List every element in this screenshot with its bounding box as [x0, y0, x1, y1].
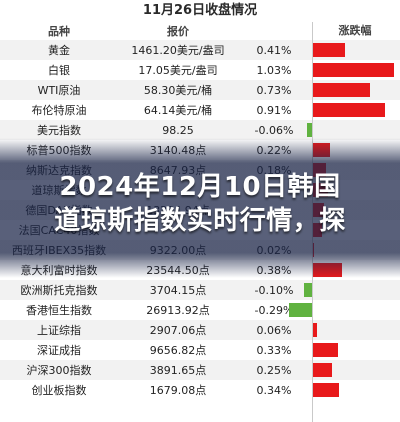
row-name: 深证成指 [37, 344, 81, 357]
row-bar-cell [310, 380, 400, 400]
row-price: 58.30美元/桶 [143, 84, 213, 97]
table-row: 创业板指数 1679.08点 0.34% [0, 380, 400, 400]
row-price: 3704.15点 [149, 284, 207, 297]
header-price: 报价 [167, 25, 189, 38]
row-name: 创业板指数 [31, 384, 87, 397]
header-name: 品种 [48, 25, 70, 38]
row-change: 1.03% [256, 63, 292, 77]
row-change: -0.10% [254, 283, 294, 297]
row-price: 98.25 [162, 123, 194, 137]
row-change: 0.41% [256, 43, 292, 57]
headline-line1: 2024年12月10日韩国 [59, 172, 341, 202]
row-name: WTI原油 [37, 84, 81, 97]
row-price: 9656.82点 [149, 344, 207, 357]
page-title: 11月26日收盘情况 [142, 3, 258, 18]
row-name: 欧洲斯托克指数 [20, 284, 98, 297]
table-header: 品种 报价 涨跌幅 [0, 22, 400, 40]
change-bar [307, 123, 312, 137]
table-row: 香港恒生指数 26913.92点 -0.29% [0, 300, 400, 320]
table-row: 黄金 1461.20美元/盎司 0.41% [0, 40, 400, 60]
row-change: 0.33% [256, 343, 292, 357]
row-price: 1679.08点 [149, 384, 207, 397]
row-bar-cell [307, 120, 400, 140]
table-row: 白银 17.05美元/盎司 1.03% [0, 60, 400, 80]
row-price: 3891.65点 [149, 364, 207, 377]
row-bar-cell [310, 40, 400, 60]
header-bar-label: 涨跌幅 [338, 24, 372, 37]
headline-overlay [0, 138, 400, 278]
change-bar [312, 43, 345, 57]
row-name: 香港恒生指数 [26, 304, 92, 317]
table-row: 上证综指 2907.06点 0.06% [0, 320, 400, 340]
header-bar: 涨跌幅 [310, 22, 400, 40]
row-change: -0.06% [254, 123, 294, 137]
row-change: 0.25% [256, 363, 292, 377]
change-bar [312, 343, 339, 357]
row-change: 0.34% [256, 383, 292, 397]
row-bar-cell [310, 60, 400, 80]
row-name: 黄金 [48, 44, 70, 57]
row-bar-cell [288, 300, 400, 320]
row-price: 64.14美元/桶 [143, 104, 213, 117]
row-bar-cell [310, 100, 400, 120]
change-bar [288, 303, 312, 317]
row-name: 上证综指 [37, 324, 81, 337]
row-bar-cell [310, 340, 400, 360]
table-row: 沪深300指数 3891.65点 0.25% [0, 360, 400, 380]
row-name: 白银 [48, 64, 70, 77]
row-bar-cell [310, 80, 400, 100]
row-bar-cell [310, 320, 400, 340]
table-row: 美元指数 98.25 -0.06% [0, 120, 400, 140]
row-change: -0.29% [254, 303, 294, 317]
row-change: 0.91% [256, 103, 292, 117]
table-row: WTI原油 58.30美元/桶 0.73% [0, 80, 400, 100]
change-bar [304, 283, 312, 297]
change-bar [312, 323, 317, 337]
change-bar [312, 363, 332, 377]
change-bar [312, 83, 371, 97]
row-change: 0.06% [256, 323, 292, 337]
row-price: 1461.20美元/盎司 [131, 44, 225, 57]
headline: 2024年12月10日韩国 道琼斯指数实时行情，探 [0, 170, 400, 238]
row-price: 17.05美元/盎司 [138, 64, 218, 77]
row-price: 26913.92点 [146, 304, 210, 317]
row-name: 布伦特原油 [31, 104, 87, 117]
table-row: 布伦特原油 64.14美元/桶 0.91% [0, 100, 400, 120]
row-bar-cell [304, 280, 400, 300]
table-row: 深证成指 9656.82点 0.33% [0, 340, 400, 360]
change-bar [312, 63, 395, 77]
row-bar-cell [310, 360, 400, 380]
headline-line2: 道琼斯指数实时行情，探 [54, 206, 346, 236]
change-bar [312, 383, 340, 397]
row-name: 美元指数 [37, 124, 81, 137]
change-bar [312, 103, 385, 117]
row-name: 沪深300指数 [26, 364, 92, 377]
table-row: 欧洲斯托克指数 3704.15点 -0.10% [0, 280, 400, 300]
row-price: 2907.06点 [149, 324, 207, 337]
row-change: 0.73% [256, 83, 292, 97]
